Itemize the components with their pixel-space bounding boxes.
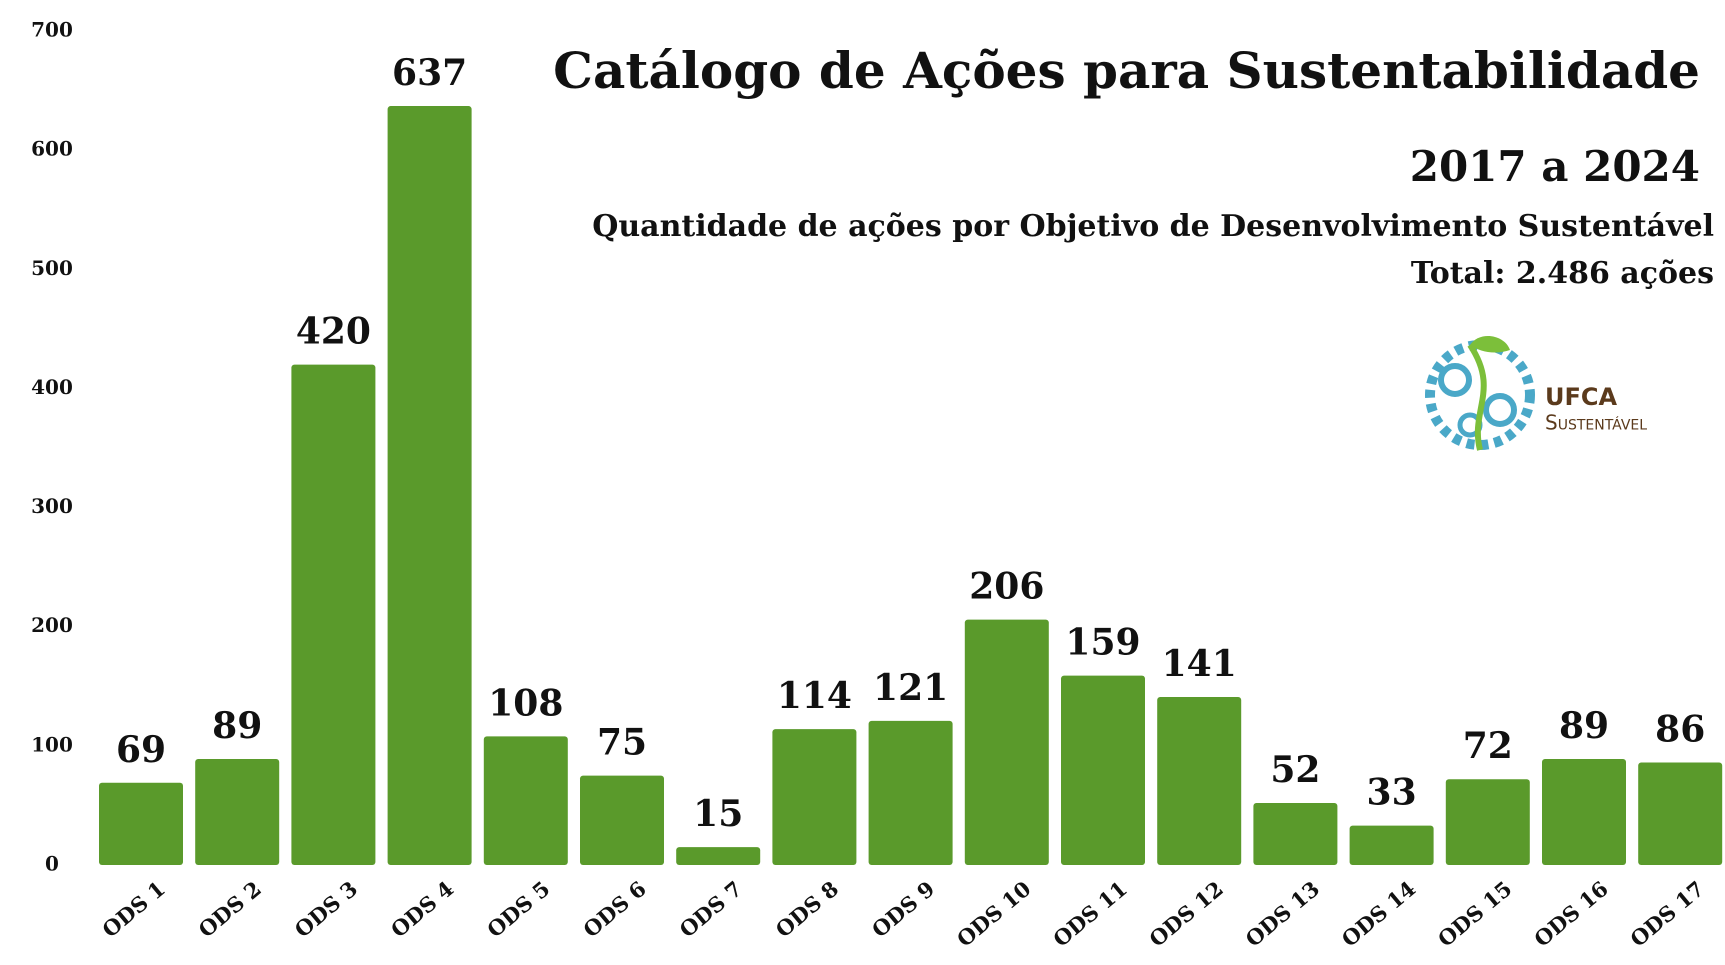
value-label: 86 bbox=[1655, 709, 1705, 751]
value-label: 159 bbox=[1065, 622, 1140, 664]
x-tick-label: ODS 4 bbox=[386, 876, 458, 942]
chart-description: Quantidade de ações por Objetivo de Dese… bbox=[592, 209, 1714, 244]
chart-subtitle: 2017 a 2024 bbox=[1410, 142, 1700, 191]
bar bbox=[1157, 697, 1242, 865]
y-tick-label: 0 bbox=[45, 852, 59, 876]
x-tick-label: ODS 1 bbox=[97, 876, 169, 942]
x-tick-label: ODS 6 bbox=[578, 876, 650, 942]
bar bbox=[291, 364, 376, 865]
bar bbox=[1542, 758, 1626, 865]
y-tick-label: 500 bbox=[31, 256, 73, 280]
value-label: 141 bbox=[1162, 643, 1237, 685]
value-label: 206 bbox=[969, 566, 1044, 608]
x-tick-label: ODS 13 bbox=[1241, 876, 1325, 952]
value-label: 114 bbox=[777, 675, 852, 717]
y-tick-label: 300 bbox=[31, 494, 73, 518]
y-tick-label: 600 bbox=[31, 137, 73, 161]
bar bbox=[1445, 779, 1530, 865]
value-label: 52 bbox=[1270, 749, 1320, 791]
bar bbox=[1253, 803, 1338, 865]
x-tick-label: ODS 14 bbox=[1337, 876, 1421, 952]
value-label: 75 bbox=[597, 722, 647, 764]
value-label: 108 bbox=[488, 682, 563, 724]
value-label: 121 bbox=[873, 667, 948, 709]
value-label: 33 bbox=[1367, 772, 1417, 814]
y-tick-label: 100 bbox=[31, 732, 73, 756]
value-label: 637 bbox=[392, 52, 467, 94]
bar bbox=[580, 775, 664, 865]
value-label: 69 bbox=[116, 729, 166, 771]
value-label: 15 bbox=[693, 793, 743, 835]
chart-title: Catálogo de Ações para Sustentabilidade bbox=[553, 41, 1700, 100]
value-label: 89 bbox=[212, 705, 262, 747]
bar bbox=[676, 847, 761, 865]
bar bbox=[1349, 825, 1434, 865]
logo-tagline: Sustentável bbox=[1545, 411, 1647, 435]
bar bbox=[195, 758, 280, 865]
x-tick-label: ODS 3 bbox=[290, 876, 362, 942]
x-tick-label: ODS 9 bbox=[867, 876, 939, 942]
x-tick-label: ODS 10 bbox=[952, 876, 1036, 952]
y-tick-label: 400 bbox=[31, 375, 73, 399]
value-label: 89 bbox=[1559, 705, 1609, 747]
x-tick-label: ODS 16 bbox=[1529, 876, 1613, 952]
value-label: 72 bbox=[1463, 725, 1513, 767]
bar bbox=[1061, 675, 1145, 865]
y-tick-label: 200 bbox=[31, 613, 73, 637]
bar bbox=[387, 106, 472, 865]
logo-name: UFCA bbox=[1545, 383, 1617, 411]
bar bbox=[1638, 762, 1723, 865]
bar bbox=[483, 736, 568, 865]
chart-total: Total: 2.486 ações bbox=[1411, 256, 1714, 291]
x-tick-label: ODS 8 bbox=[771, 876, 843, 942]
x-tick-label: ODS 7 bbox=[675, 876, 747, 942]
value-label: 420 bbox=[296, 311, 371, 353]
bar bbox=[772, 729, 857, 865]
y-tick-label: 700 bbox=[31, 18, 73, 42]
x-tick-label: ODS 11 bbox=[1048, 876, 1132, 952]
x-tick-label: ODS 12 bbox=[1144, 876, 1228, 952]
x-tick-label: ODS 17 bbox=[1625, 876, 1709, 952]
bar bbox=[964, 619, 1049, 865]
x-tick-label: ODS 15 bbox=[1433, 876, 1517, 952]
x-tick-label: ODS 5 bbox=[482, 876, 554, 942]
logo-icon bbox=[1425, 335, 1535, 451]
bar bbox=[868, 720, 953, 865]
bar bbox=[99, 782, 183, 865]
x-tick-label: ODS 2 bbox=[194, 876, 266, 942]
